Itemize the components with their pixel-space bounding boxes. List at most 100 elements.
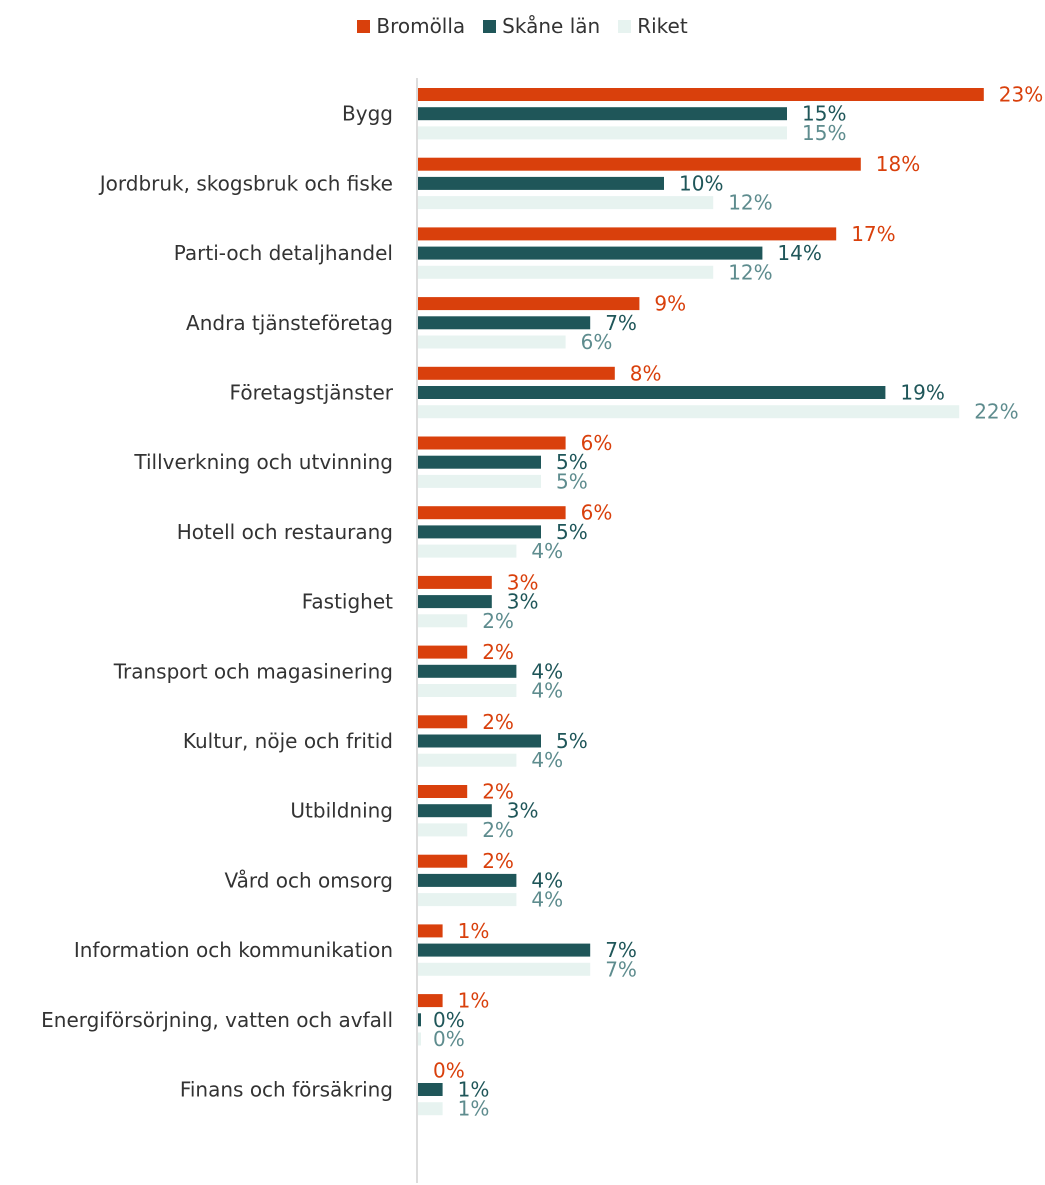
bar-skane-lan-finans-och-forsakring <box>418 1083 443 1096</box>
data-label-bromolla-kultur-noje-och-fritid: 2% <box>482 710 514 734</box>
bar-skane-lan-fastighet <box>418 595 492 609</box>
data-label-bromolla-utbildning: 2% <box>482 780 514 804</box>
data-label-bromolla-fastighet: 3% <box>507 570 539 594</box>
bar-skane-lan-tillverkning-och-utvinning <box>418 455 541 469</box>
data-label-riket-fastighet: 2% <box>482 609 514 633</box>
data-label-skane-lan-vard-och-omsorg: 4% <box>531 868 563 892</box>
data-label-riket-finans-och-forsakring: 1% <box>458 1097 490 1121</box>
data-label-bromolla-hotell-och-restaurang: 6% <box>581 501 613 525</box>
bar-skane-lan-information-och-kommunikation <box>418 943 591 957</box>
bar-bromolla-transport-och-magasinering <box>418 645 468 659</box>
bar-skane-lan-hotell-och-restaurang <box>418 525 541 539</box>
bar-bromolla-parti-och-detaljhandel <box>418 227 837 241</box>
data-label-skane-lan-transport-och-magasinering: 4% <box>531 659 563 683</box>
data-label-bromolla-bygg: 23% <box>999 83 1043 107</box>
bar-riket-foretagstjanster <box>418 405 960 419</box>
data-label-bromolla-foretagstjanster: 8% <box>630 361 662 385</box>
data-label-riket-energiforsorjning-vatten-och-avfall: 0% <box>433 1027 465 1051</box>
bar-riket-utbildning <box>418 823 468 837</box>
data-label-riket-kultur-noje-och-fritid: 4% <box>531 748 563 772</box>
bar-bromolla-fastighet <box>418 575 492 589</box>
data-label-skane-lan-parti-och-detaljhandel: 14% <box>777 241 821 265</box>
category-label-fastighet: Fastighet <box>302 590 393 614</box>
data-label-skane-lan-utbildning: 3% <box>507 799 539 823</box>
data-label-riket-parti-och-detaljhandel: 12% <box>728 260 772 284</box>
category-label-kultur-noje-och-fritid: Kultur, nöje och fritid <box>183 729 393 753</box>
bar-bromolla-jordbruk-skogsbruk-och-fiske <box>418 157 861 171</box>
data-label-riket-foretagstjanster: 22% <box>974 400 1018 424</box>
category-label-andra-tjansteforetag: Andra tjänsteföretag <box>186 311 393 335</box>
bar-bromolla-hotell-och-restaurang <box>418 506 566 520</box>
data-label-skane-lan-jordbruk-skogsbruk-och-fiske: 10% <box>679 171 723 195</box>
bar-bromolla-energiforsorjning-vatten-och-avfall <box>418 994 443 1008</box>
data-label-riket-andra-tjansteforetag: 6% <box>581 330 613 354</box>
data-label-riket-utbildning: 2% <box>482 818 514 842</box>
data-label-skane-lan-foretagstjanster: 19% <box>900 381 944 405</box>
data-label-riket-jordbruk-skogsbruk-och-fiske: 12% <box>728 191 772 215</box>
bar-bromolla-tillverkning-och-utvinning <box>418 436 566 450</box>
bar-skane-lan-transport-och-magasinering <box>418 664 517 678</box>
legend-item-bromolla: Bromölla <box>357 14 465 38</box>
data-label-bromolla-jordbruk-skogsbruk-och-fiske: 18% <box>876 152 920 176</box>
legend-swatch-skane <box>483 19 497 33</box>
data-label-riket-information-och-kommunikation: 7% <box>605 957 637 981</box>
bar-bromolla-andra-tjansteforetag <box>418 297 640 311</box>
category-label-parti-och-detaljhandel: Parti-och detaljhandel <box>174 241 393 265</box>
category-label-utbildning: Utbildning <box>290 799 393 823</box>
bar-riket-finans-och-forsakring <box>418 1102 443 1116</box>
data-label-bromolla-energiforsorjning-vatten-och-avfall: 1% <box>458 989 490 1013</box>
category-label-bygg: Bygg <box>342 102 393 126</box>
category-label-energiforsorjning-vatten-och-avfall: Energiförsörjning, vatten och avfall <box>41 1008 393 1032</box>
bar-skane-lan-kultur-noje-och-fritid <box>418 734 541 748</box>
bar-bromolla-vard-och-omsorg <box>418 854 468 868</box>
bar-riket-information-och-kommunikation <box>418 962 591 976</box>
bar-bromolla-information-och-kommunikation <box>418 924 443 938</box>
bar-skane-lan-parti-och-detaljhandel <box>418 246 763 260</box>
bar-bromolla-kultur-noje-och-fritid <box>418 715 468 729</box>
legend: Bromölla Skåne län Riket <box>0 14 1045 38</box>
data-label-skane-lan-hotell-och-restaurang: 5% <box>556 520 588 544</box>
data-label-bromolla-parti-och-detaljhandel: 17% <box>851 222 895 246</box>
bar-skane-lan-andra-tjansteforetag <box>418 316 591 330</box>
category-label-finans-och-forsakring: Finans och försäkring <box>180 1078 393 1102</box>
data-label-skane-lan-tillverkning-och-utvinning: 5% <box>556 450 588 474</box>
data-label-bromolla-information-och-kommunikation: 1% <box>458 919 490 943</box>
data-label-skane-lan-bygg: 15% <box>802 102 846 126</box>
bar-riket-andra-tjansteforetag <box>418 335 566 349</box>
data-label-bromolla-andra-tjansteforetag: 9% <box>654 292 686 316</box>
bar-skane-lan-bygg <box>418 107 787 121</box>
bar-riket-vard-och-omsorg <box>418 893 517 907</box>
category-label-jordbruk-skogsbruk-och-fiske: Jordbruk, skogsbruk och fiske <box>98 171 393 195</box>
data-label-skane-lan-energiforsorjning-vatten-och-avfall: 0% <box>433 1008 465 1032</box>
data-label-riket-bygg: 15% <box>802 121 846 145</box>
category-label-information-och-kommunikation: Information och kommunikation <box>74 938 393 962</box>
data-label-skane-lan-kultur-noje-och-fritid: 5% <box>556 729 588 753</box>
bar-riket-bygg <box>418 126 787 140</box>
bar-bromolla-utbildning <box>418 785 468 798</box>
bar-riket-energiforsorjning-vatten-och-avfall <box>418 1032 421 1046</box>
data-label-bromolla-vard-och-omsorg: 2% <box>482 849 514 873</box>
data-label-riket-transport-och-magasinering: 4% <box>531 679 563 703</box>
data-label-bromolla-transport-och-magasinering: 2% <box>482 640 514 664</box>
data-label-skane-lan-information-och-kommunikation: 7% <box>605 938 637 962</box>
bar-bromolla-bygg <box>418 88 984 101</box>
bar-riket-transport-och-magasinering <box>418 684 517 697</box>
data-label-skane-lan-finans-och-forsakring: 1% <box>458 1078 490 1102</box>
data-label-bromolla-finans-och-forsakring: 0% <box>433 1058 465 1082</box>
data-label-riket-tillverkning-och-utvinning: 5% <box>556 469 588 493</box>
bar-riket-parti-och-detaljhandel <box>418 265 714 279</box>
legend-label-skane: Skåne län <box>502 14 601 38</box>
bar-riket-kultur-noje-och-fritid <box>418 753 517 767</box>
category-label-tillverkning-och-utvinning: Tillverkning och utvinning <box>133 450 393 474</box>
data-label-bromolla-tillverkning-och-utvinning: 6% <box>581 431 613 455</box>
data-label-riket-hotell-och-restaurang: 4% <box>531 539 563 563</box>
bar-skane-lan-utbildning <box>418 804 492 818</box>
bar-bromolla-foretagstjanster <box>418 366 615 380</box>
legend-swatch-bromolla <box>357 19 371 33</box>
category-label-transport-och-magasinering: Transport och magasinering <box>113 659 393 683</box>
bar-skane-lan-energiforsorjning-vatten-och-avfall <box>418 1013 421 1027</box>
bar-riket-hotell-och-restaurang <box>418 544 517 558</box>
legend-item-skane: Skåne län <box>483 14 600 38</box>
legend-label-riket: Riket <box>637 14 688 38</box>
bar-riket-tillverkning-och-utvinning <box>418 474 541 488</box>
